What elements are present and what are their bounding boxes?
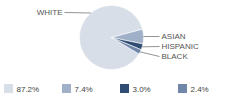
svg-text:BLACK: BLACK bbox=[162, 52, 189, 61]
svg-text:87.2%: 87.2% bbox=[17, 85, 40, 94]
svg-text:2.4%: 2.4% bbox=[191, 85, 209, 94]
svg-text:ASIAN: ASIAN bbox=[162, 32, 186, 41]
svg-text:7.4%: 7.4% bbox=[75, 85, 93, 94]
svg-text:3.0%: 3.0% bbox=[133, 85, 151, 94]
svg-text:WHITE: WHITE bbox=[37, 8, 63, 17]
svg-text:HISPANIC: HISPANIC bbox=[162, 42, 199, 51]
